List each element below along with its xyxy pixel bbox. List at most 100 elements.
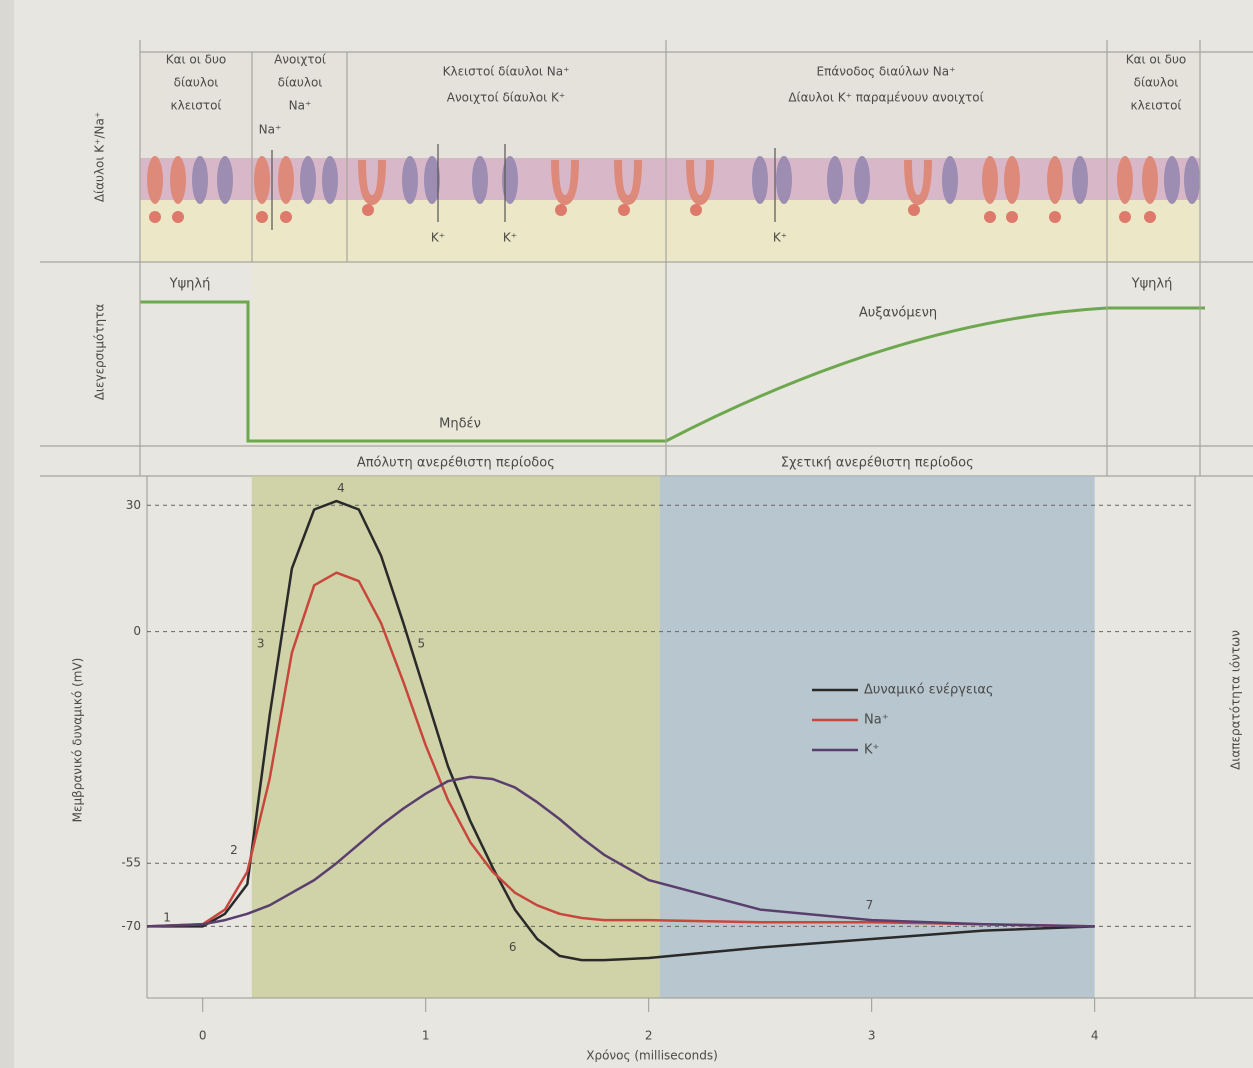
point-annotation: 4 <box>337 481 345 495</box>
channel-state-label: Ανοιχτοί <box>274 53 326 67</box>
channel-state-label: Και οι δυο <box>166 53 227 67</box>
na-gate <box>908 204 920 216</box>
ion-label: Na⁺ <box>259 123 282 137</box>
na-channel <box>1117 156 1133 204</box>
channel-state-label: Κλειστοί δίαυλοι Na⁺ <box>443 65 570 79</box>
excitability-label: Υψηλή <box>1131 277 1173 292</box>
k-channel <box>827 156 843 204</box>
k-channel <box>402 156 418 204</box>
point-annotation: 2 <box>230 843 238 857</box>
point-annotation: 3 <box>257 637 265 651</box>
na-channel-open <box>904 160 932 205</box>
na-channel <box>147 156 163 204</box>
channel-state-label: δίαυλοι <box>1134 76 1179 90</box>
point-annotation: 6 <box>509 940 517 954</box>
na-gate <box>362 204 374 216</box>
x-tick-label: 1 <box>422 1029 430 1043</box>
k-channel <box>322 156 338 204</box>
channel-axis-label: Δίαυλοι K⁺/Na⁺ <box>93 112 107 202</box>
channel-state-label: Και οι δυο <box>1126 53 1187 67</box>
na-gate <box>280 211 292 223</box>
na-gate <box>256 211 268 223</box>
na-gate <box>690 204 702 216</box>
na-gate <box>1119 211 1131 223</box>
k-channel <box>424 156 440 204</box>
excitability-label: Υψηλή <box>169 277 211 292</box>
refractory-region <box>659 476 1095 998</box>
na-channel-open <box>686 160 714 205</box>
na-channel <box>1047 156 1063 204</box>
channel-state-label: Na⁺ <box>289 99 312 113</box>
k-channel <box>1184 156 1200 204</box>
excitability-label: Μηδέν <box>439 417 481 432</box>
zero-excitability-area <box>252 262 666 446</box>
k-channel <box>776 156 792 204</box>
y2-axis-label: Διαπερατότητα ιόντων <box>1229 630 1243 770</box>
channel-state-label: δίαυλοι <box>174 76 219 90</box>
excitability-label: Αυξανόμενη <box>859 306 937 321</box>
k-channel <box>752 156 768 204</box>
k-channel <box>502 156 518 204</box>
x-axis-label: Χρόνος (milliseconds) <box>586 1049 718 1063</box>
x-tick-label: 4 <box>1091 1029 1099 1043</box>
y-axis-label: Μεμβρανικό δυναμικό (mV) <box>71 658 85 823</box>
channel-state-label: δίαυλοι <box>278 76 323 90</box>
region-label: Απόλυτη ανερέθιστη περίοδος <box>357 456 555 471</box>
point-annotation: 1 <box>163 910 171 924</box>
na-gate <box>555 204 567 216</box>
ion-label: K⁺ <box>431 231 445 245</box>
k-channel <box>854 156 870 204</box>
na-gate <box>984 211 996 223</box>
na-channel <box>278 156 294 204</box>
k-channel <box>942 156 958 204</box>
series-line <box>146 775 1095 928</box>
na-channel <box>254 156 270 204</box>
excitability-axis-label: Διεγερσιμότητα <box>93 304 107 401</box>
k-channel <box>1072 156 1088 204</box>
k-channel <box>217 156 233 204</box>
na-gate <box>1006 211 1018 223</box>
x-tick-label: 2 <box>645 1029 653 1043</box>
membrane <box>140 158 1200 200</box>
point-annotation: 7 <box>866 898 874 912</box>
k-channel <box>472 156 488 204</box>
channel-state-label: κλειστοί <box>1131 99 1182 113</box>
k-channel <box>192 156 208 204</box>
na-channel <box>170 156 186 204</box>
x-tick-label: 0 <box>199 1029 207 1043</box>
y-tick-label: -70 <box>121 919 141 933</box>
legend-label: K⁺ <box>864 743 879 758</box>
y-tick-label: -55 <box>121 856 141 870</box>
region-label: Σχετική ανερέθιστη περίοδος <box>781 456 974 471</box>
k-channel <box>300 156 316 204</box>
x-tick-label: 3 <box>868 1029 876 1043</box>
channel-state-label: Δίαυλοι K⁺ παραμένουν ανοιχτοί <box>788 91 983 105</box>
na-channel-open <box>551 160 579 205</box>
channel-state-label: Ανοιχτοί δίαυλοι K⁺ <box>447 91 565 105</box>
na-gate <box>172 211 184 223</box>
ion-label: K⁺ <box>503 231 517 245</box>
na-gate <box>1144 211 1156 223</box>
na-channel <box>1004 156 1020 204</box>
refractory-region <box>251 476 660 998</box>
legend-label: Na⁺ <box>864 713 889 728</box>
legend-label: Δυναμικό ενέργειας <box>864 683 994 698</box>
y-tick-label: 30 <box>126 498 141 512</box>
point-annotation: 5 <box>417 637 425 651</box>
y-tick-label: 0 <box>133 624 141 638</box>
na-gate <box>149 211 161 223</box>
k-channel <box>1164 156 1180 204</box>
na-channel <box>982 156 998 204</box>
ion-label: K⁺ <box>773 231 787 245</box>
series-line <box>146 571 1095 928</box>
excitability-curve <box>140 300 1205 443</box>
channels <box>147 144 1200 230</box>
na-channel-open <box>614 160 642 205</box>
na-gate <box>618 204 630 216</box>
na-gate <box>1049 211 1061 223</box>
series-line <box>147 499 1095 962</box>
channel-state-label: κλειστοί <box>171 99 222 113</box>
na-channel <box>1142 156 1158 204</box>
na-channel-open <box>358 160 386 205</box>
